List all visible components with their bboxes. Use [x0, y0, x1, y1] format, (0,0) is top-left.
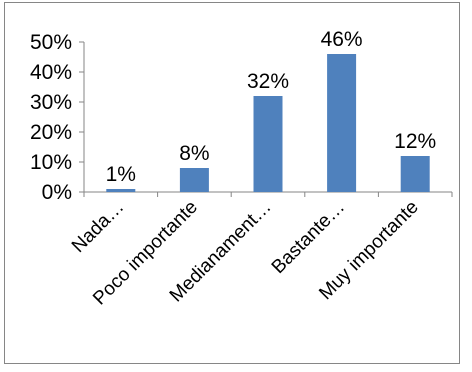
y-tick-label: 10% [30, 151, 72, 174]
y-tick-label: 20% [30, 121, 72, 144]
bar [106, 189, 136, 192]
category-label: Nada… [68, 197, 128, 257]
data-label: 1% [106, 163, 136, 186]
bar [253, 96, 283, 192]
data-label: 46% [321, 28, 363, 51]
chart-frame [4, 2, 460, 364]
bar [327, 54, 357, 192]
bar [179, 168, 209, 192]
labels: 0%10%20%30%40%50%1%Nada…8%Poco important… [30, 28, 436, 309]
y-tick-label: 50% [30, 31, 72, 54]
data-label: 12% [394, 130, 436, 153]
bars [106, 54, 430, 192]
data-label: 8% [179, 142, 209, 165]
category-label: Bastante… [268, 197, 349, 278]
y-tick-label: 40% [30, 61, 72, 84]
y-tick-label: 30% [30, 91, 72, 114]
data-label: 32% [247, 70, 289, 93]
y-tick-label: 0% [42, 181, 72, 204]
bar [400, 156, 430, 192]
